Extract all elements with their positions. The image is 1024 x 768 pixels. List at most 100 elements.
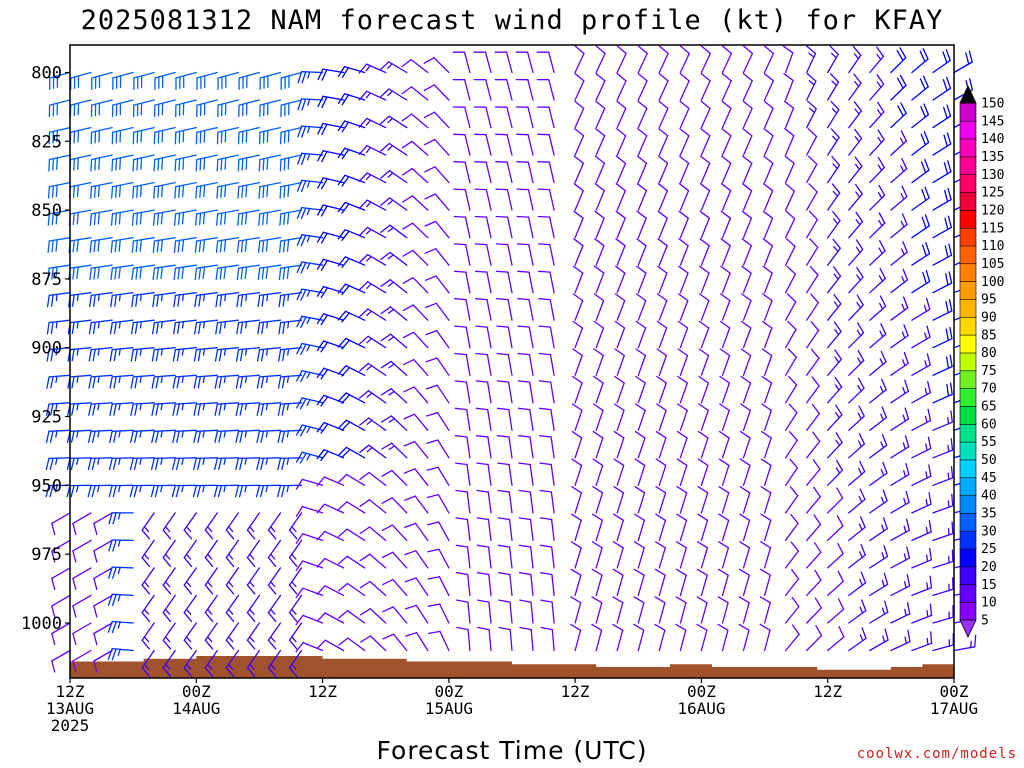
wind-barb [721,128,732,156]
barb-half [854,136,860,143]
barb-shaft [72,567,92,580]
colorbar-tick-label: 50 [981,453,997,468]
wind-barb [131,237,155,254]
colorbar-tick-label: 65 [981,400,997,415]
wind-barb [763,45,775,74]
barb-full [453,298,467,301]
barb-full [946,132,952,145]
wind-barb [455,544,471,569]
barb-shaft [953,646,976,652]
wind-barb [337,174,366,187]
barb-half [857,357,862,364]
barb-shaft [616,245,626,266]
barb-full [157,185,160,198]
barb-full [72,632,77,646]
barb-full [900,130,908,142]
barb-half [831,52,837,59]
wind-barb [697,513,709,542]
barb-full [296,397,303,409]
barb-half [139,348,142,356]
barb-shaft [132,319,155,324]
barb-shaft [487,546,492,569]
barb-full [47,186,51,199]
barb-full [152,213,156,226]
barb-shaft [763,574,771,597]
credit-text: coolwx.com/models [857,746,1017,762]
wind-barb [246,567,261,595]
wind-barb [359,471,387,486]
wind-barb [46,402,71,416]
barb-shaft [204,512,218,531]
barb-shaft [392,606,408,624]
wind-barb [593,375,604,404]
barb-shaft [742,162,753,184]
wind-barb [593,320,605,349]
barb-shaft [890,418,910,431]
barb-full [380,197,391,206]
plot-frame [69,44,955,679]
barb-shaft [195,374,218,378]
barb-full [150,484,155,498]
barb-shaft [48,99,71,106]
wind-barb [591,596,603,624]
barb-shaft [225,539,240,559]
wind-barb [911,436,932,459]
barb-shaft [508,408,513,431]
barb-half [879,302,884,310]
wind-barb [337,93,366,106]
barb-full [277,457,282,471]
barb-full [151,430,155,444]
barb-full [214,376,219,389]
wind-barb [536,51,555,74]
barb-shaft [487,408,492,431]
barb-full [287,211,290,225]
wind-barb [454,435,471,459]
barb-shaft [742,409,751,431]
wind-barb [279,154,303,172]
barb-half [244,457,248,465]
barb-full [951,521,954,535]
barb-full [71,403,75,416]
barb-shaft [509,628,513,652]
wind-barb [379,115,408,129]
barb-shaft [91,71,113,79]
barb-full [134,348,138,362]
barb-full [829,73,840,83]
wind-barb [655,430,667,459]
barb-shaft [346,528,366,542]
barb-full [379,115,390,125]
wind-barb [216,209,240,226]
barb-full [926,353,931,366]
barb-shaft [890,362,909,376]
wind-barb [454,352,471,376]
wind-barb [380,279,408,294]
barb-shaft [437,466,450,486]
barb-full [358,145,368,155]
wind-barb [217,71,240,91]
barb-full [108,457,113,471]
barb-full [108,484,113,498]
barb-full [114,266,117,280]
wind-barb [827,570,844,597]
barb-shaft [465,381,471,404]
barb-shaft [323,503,345,514]
barb-full [570,623,582,631]
barb-full [316,476,326,487]
barb-half [75,484,79,493]
wind-barb [721,155,732,184]
colorbar-tick-label: 95 [981,293,997,308]
barb-full [919,50,926,63]
wind-barb [595,128,606,156]
barb-shaft [486,298,492,321]
wind-barb [69,99,92,118]
y-tick-label: 875 [31,270,62,290]
barb-half [97,375,100,384]
wind-barb [635,375,646,404]
barb-shaft [784,162,795,184]
barb-full [763,128,774,137]
barb-full [404,604,417,610]
barb-full [337,283,347,294]
wind-barb [911,131,930,156]
barb-shaft [637,629,645,652]
wind-barb [679,45,690,74]
